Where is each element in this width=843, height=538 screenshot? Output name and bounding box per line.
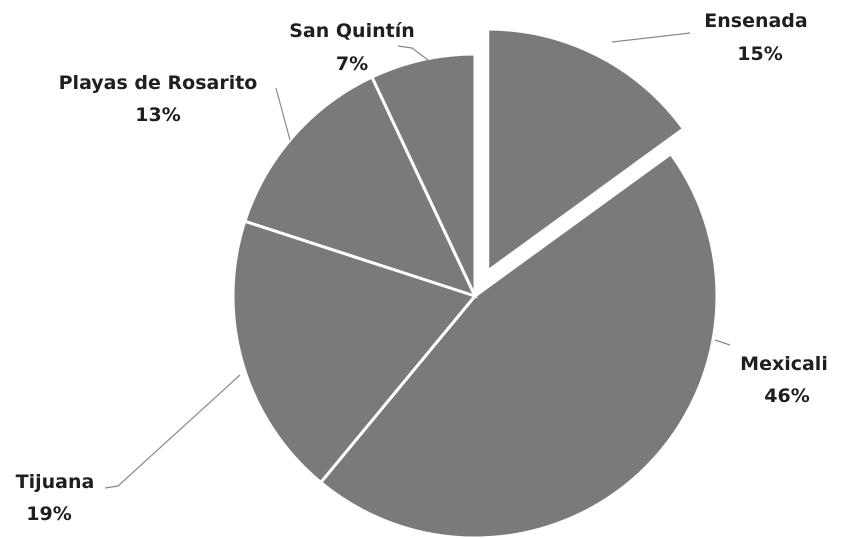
label-value-sanquintin: 7% <box>336 53 368 75</box>
pie-slice-tijuana <box>231 219 478 485</box>
leader-lines <box>104 32 731 489</box>
leader-line-mexicali <box>714 339 731 346</box>
pie-slice-playas-de-rosarito <box>242 75 478 299</box>
label-name-ensenada: Ensenada <box>704 10 807 32</box>
label-name-mexicali: Mexicali <box>740 353 828 375</box>
pie-slice-san-quint-n <box>369 52 477 297</box>
slice-labels: Ensenada 15% Mexicali 46% Tijuana 19% Pl… <box>16 10 828 525</box>
leader-line-sanquintin <box>397 45 429 61</box>
leader-line-ensenada <box>611 32 691 43</box>
label-name-tijuana: Tijuana <box>16 471 95 493</box>
pie-slice-mexicali <box>318 151 719 538</box>
pie-slice-ensenada <box>486 27 686 274</box>
label-value-tijuana: 19% <box>26 503 71 525</box>
label-value-ensenada: 15% <box>737 43 782 65</box>
label-value-rosarito: 13% <box>135 104 180 126</box>
label-value-mexicali: 46% <box>764 385 809 407</box>
leader-line-rosarito <box>275 87 291 141</box>
label-name-sanquintin: San Quintín <box>289 20 415 42</box>
leader-line-tijuana <box>104 374 241 489</box>
pie-slices <box>231 27 719 538</box>
label-name-rosarito: Playas de Rosarito <box>59 72 258 94</box>
